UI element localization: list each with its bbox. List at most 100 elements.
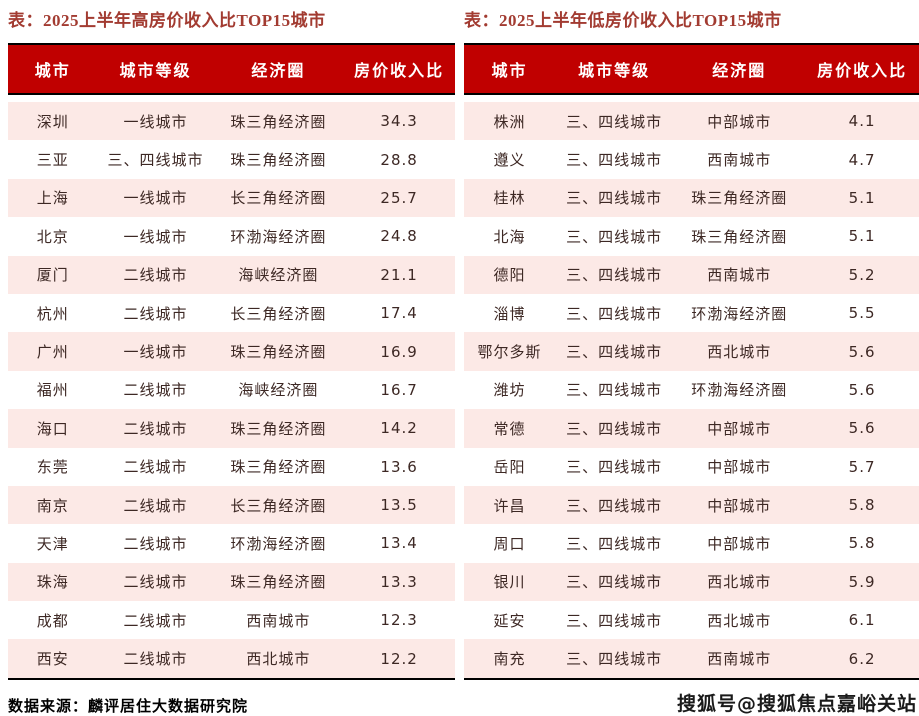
table-row: 成都 二线城市 西南城市 12.3 xyxy=(8,601,455,640)
cell-city: 南京 xyxy=(36,498,69,515)
table-row: 天津 二线城市 环渤海经济圈 13.4 xyxy=(8,524,455,563)
cell-circle: 环渤海经济圈 xyxy=(691,383,788,400)
cell-circle: 海峡经济圈 xyxy=(238,383,319,400)
cell-city: 西安 xyxy=(36,652,69,669)
cell-circle: 西北城市 xyxy=(707,345,772,362)
cell-circle: 西北城市 xyxy=(246,652,311,669)
cell-ratio: 4.1 xyxy=(848,112,876,131)
cell-city: 广州 xyxy=(36,345,69,362)
table-low-price-income-ratio: 表：2025上半年低房价收入比TOP15城市 城市 城市等级 经济圈 房价收入比… xyxy=(464,8,919,680)
cell-tier: 三、四线城市 xyxy=(566,345,663,362)
table-header-row: 城市 城市等级 经济圈 房价收入比 xyxy=(464,43,919,95)
table-header-row: 城市 城市等级 经济圈 房价收入比 xyxy=(8,43,455,95)
table-row: 桂林 三、四线城市 珠三角经济圈 5.1 xyxy=(464,178,919,218)
table-row: 南充 三、四线城市 西南城市 6.2 xyxy=(464,639,919,678)
cell-circle: 珠三角经济圈 xyxy=(230,153,327,170)
cell-city: 南充 xyxy=(493,652,526,669)
cell-ratio: 13.6 xyxy=(380,457,418,476)
cell-ratio: 6.1 xyxy=(848,611,876,630)
cell-circle: 珠三角经济圈 xyxy=(230,345,327,362)
cell-circle: 珠三角经济圈 xyxy=(230,421,327,438)
table-row: 广州 一线城市 珠三角经济圈 16.9 xyxy=(8,332,455,371)
cell-ratio: 5.7 xyxy=(848,457,876,476)
cell-city: 延安 xyxy=(493,613,526,630)
cell-circle: 西南城市 xyxy=(707,153,772,170)
cell-city: 岳阳 xyxy=(493,460,526,477)
cell-ratio: 21.1 xyxy=(380,265,418,284)
table-row: 许昌 三、四线城市 中部城市 5.8 xyxy=(464,485,919,525)
table-high: 城市 城市等级 经济圈 房价收入比 深圳 一线城市 珠三角经济圈 34.3 三亚… xyxy=(8,43,455,680)
cell-tier: 一线城市 xyxy=(123,114,188,131)
cell-city: 遵义 xyxy=(493,153,526,170)
cell-ratio: 34.3 xyxy=(380,112,418,131)
cell-circle: 珠三角经济圈 xyxy=(691,191,788,208)
cell-city: 潍坊 xyxy=(493,383,526,400)
table-row: 深圳 一线城市 珠三角经济圈 34.3 xyxy=(8,102,455,141)
cell-circle: 中部城市 xyxy=(707,536,772,553)
cell-ratio: 5.6 xyxy=(848,380,876,399)
cell-tier: 三、四线城市 xyxy=(566,421,663,438)
cell-circle: 珠三角经济圈 xyxy=(230,460,327,477)
cell-city: 深圳 xyxy=(36,114,69,131)
table-row: 银川 三、四线城市 西北城市 5.9 xyxy=(464,562,919,602)
cell-city: 淄博 xyxy=(493,306,526,323)
table-row: 北海 三、四线城市 珠三角经济圈 5.1 xyxy=(464,217,919,256)
column-header-city: 城市 xyxy=(34,63,71,80)
table-row: 鄂尔多斯 三、四线城市 西北城市 5.6 xyxy=(464,332,919,371)
cell-ratio: 13.4 xyxy=(380,534,418,553)
cell-tier: 二线城市 xyxy=(123,498,188,515)
table-row: 珠海 二线城市 珠三角经济圈 13.3 xyxy=(8,562,455,602)
cell-ratio: 13.3 xyxy=(380,572,418,591)
table-row: 海口 二线城市 珠三角经济圈 14.2 xyxy=(8,409,455,448)
cell-ratio: 13.5 xyxy=(380,496,418,515)
cell-circle: 西南城市 xyxy=(707,652,772,669)
table-row: 德阳 三、四线城市 西南城市 5.2 xyxy=(464,255,919,294)
cell-city: 成都 xyxy=(36,613,69,630)
cell-circle: 西南城市 xyxy=(246,613,311,630)
cell-city: 杭州 xyxy=(36,306,69,323)
cell-tier: 二线城市 xyxy=(123,652,188,669)
cell-city: 周口 xyxy=(493,536,526,553)
cell-ratio: 5.8 xyxy=(848,496,876,515)
cell-ratio: 12.2 xyxy=(380,649,418,668)
table-row: 遵义 三、四线城市 西南城市 4.7 xyxy=(464,140,919,179)
cell-tier: 二线城市 xyxy=(123,536,188,553)
table-high-price-income-ratio: 表：2025上半年高房价收入比TOP15城市 城市 城市等级 经济圈 房价收入比… xyxy=(8,8,455,680)
cell-circle: 中部城市 xyxy=(707,114,772,131)
cell-ratio: 5.1 xyxy=(848,188,876,207)
table-body: 株洲 三、四线城市 中部城市 4.1 遵义 三、四线城市 西南城市 4.7 桂林… xyxy=(464,102,919,680)
cell-tier: 三、四线城市 xyxy=(566,613,663,630)
cell-circle: 珠三角经济圈 xyxy=(230,114,327,131)
cell-tier: 三、四线城市 xyxy=(107,153,204,170)
cell-city: 厦门 xyxy=(36,268,69,285)
cell-circle: 长三角经济圈 xyxy=(230,191,327,208)
data-source-note: 数据来源：麟评居住大数据研究院 xyxy=(8,698,249,715)
cell-tier: 一线城市 xyxy=(123,191,188,208)
cell-city: 海口 xyxy=(36,421,69,438)
cell-circle: 环渤海经济圈 xyxy=(230,536,327,553)
table-row: 岳阳 三、四线城市 中部城市 5.7 xyxy=(464,447,919,486)
column-header-ratio: 房价收入比 xyxy=(354,63,445,80)
cell-tier: 三、四线城市 xyxy=(566,114,663,131)
cell-city: 许昌 xyxy=(493,498,526,515)
cell-tier: 一线城市 xyxy=(123,345,188,362)
table-row: 厦门 二线城市 海峡经济圈 21.1 xyxy=(8,255,455,294)
column-header-circle: 经济圈 xyxy=(712,63,767,80)
table-row: 西安 二线城市 西北城市 12.2 xyxy=(8,639,455,678)
cell-tier: 二线城市 xyxy=(123,460,188,477)
cell-tier: 三、四线城市 xyxy=(566,498,663,515)
cell-city: 北海 xyxy=(493,229,526,246)
cell-city: 鄂尔多斯 xyxy=(477,345,542,362)
cell-tier: 二线城市 xyxy=(123,421,188,438)
cell-tier: 三、四线城市 xyxy=(566,306,663,323)
column-header-tier: 城市等级 xyxy=(578,63,651,80)
cell-tier: 三、四线城市 xyxy=(566,229,663,246)
cell-city: 天津 xyxy=(36,536,69,553)
column-header-city: 城市 xyxy=(491,63,528,80)
table-row: 三亚 三、四线城市 珠三角经济圈 28.8 xyxy=(8,140,455,179)
cell-ratio: 5.1 xyxy=(848,227,876,246)
table-title-low: 表：2025上半年低房价收入比TOP15城市 xyxy=(464,11,782,30)
cell-circle: 中部城市 xyxy=(707,460,772,477)
cell-tier: 三、四线城市 xyxy=(566,652,663,669)
table-row: 淄博 三、四线城市 环渤海经济圈 5.5 xyxy=(464,293,919,333)
